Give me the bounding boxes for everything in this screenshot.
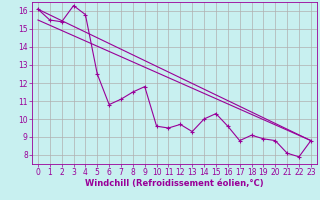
X-axis label: Windchill (Refroidissement éolien,°C): Windchill (Refroidissement éolien,°C) — [85, 179, 264, 188]
